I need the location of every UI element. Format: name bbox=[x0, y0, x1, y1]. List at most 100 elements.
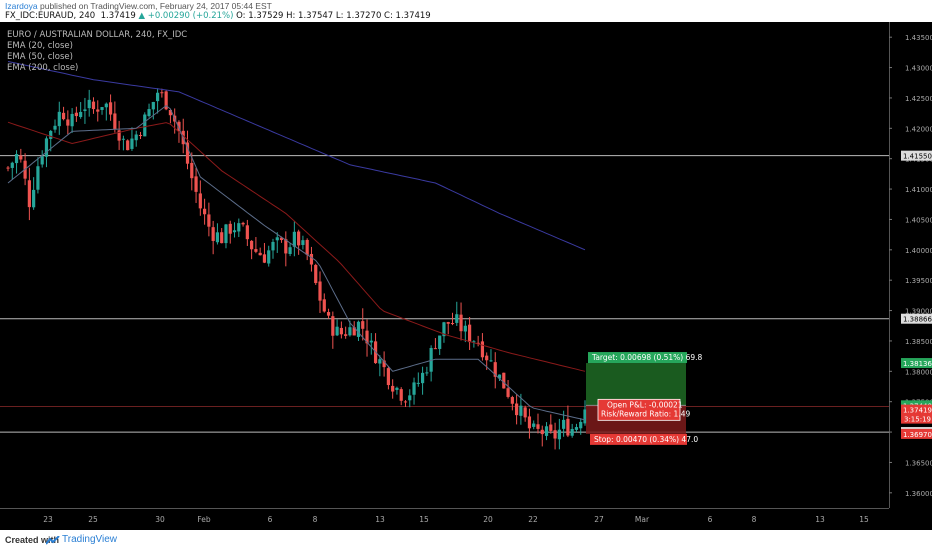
time-tick-label: 27 bbox=[594, 515, 604, 524]
time-tick-label: 15 bbox=[419, 515, 429, 524]
candle-body bbox=[108, 102, 113, 115]
candle-body bbox=[335, 326, 339, 336]
price-tick-label: 1.38000 bbox=[905, 368, 932, 376]
candle-body bbox=[151, 101, 155, 110]
candle-body bbox=[352, 327, 356, 336]
candle-body bbox=[138, 135, 143, 137]
candle-body bbox=[79, 111, 83, 118]
candle-body bbox=[356, 321, 361, 337]
candle-body bbox=[147, 109, 151, 117]
candle-body bbox=[292, 231, 296, 247]
axis-price-label: 1.37419 bbox=[903, 407, 932, 415]
price-tick-label: 1.40500 bbox=[905, 216, 932, 224]
candle-body bbox=[344, 334, 348, 336]
candle-body bbox=[211, 227, 215, 241]
price-tick-label: 1.43500 bbox=[905, 34, 932, 42]
pnl-label: Open P&L: -0.00021 bbox=[607, 400, 683, 409]
time-tick-label: 6 bbox=[708, 515, 713, 524]
time-tick-label: 30 bbox=[155, 515, 165, 524]
candle-body bbox=[425, 372, 429, 374]
candle-body bbox=[83, 109, 87, 111]
author-link[interactable]: Izardoya bbox=[5, 1, 38, 11]
legend-ema50[interactable]: EMA (50, close) bbox=[7, 52, 73, 62]
candle-body bbox=[32, 189, 36, 208]
candle-body bbox=[314, 264, 318, 284]
candle-body bbox=[532, 423, 536, 427]
candle-body bbox=[386, 368, 390, 386]
candle-body bbox=[262, 254, 267, 263]
candle-body bbox=[207, 214, 211, 227]
candle-body bbox=[100, 107, 104, 110]
candle-body bbox=[463, 325, 467, 332]
countdown-tag bbox=[901, 413, 932, 424]
candle-body bbox=[489, 360, 493, 362]
candle-body bbox=[497, 374, 502, 379]
candle-body bbox=[365, 330, 369, 344]
candle-body bbox=[429, 347, 433, 372]
ema20-line bbox=[7, 104, 586, 421]
candle-body bbox=[61, 112, 66, 120]
symbol-info: FX_IDC:EURAUD, 240 1.37419 ▲ +0.00290 (+… bbox=[5, 11, 431, 21]
time-tick-label: 15 bbox=[859, 515, 869, 524]
candle-body bbox=[403, 401, 408, 403]
candle-body bbox=[318, 281, 322, 301]
candle-body bbox=[549, 424, 553, 431]
candle-body bbox=[382, 360, 386, 368]
candle-body bbox=[378, 359, 382, 364]
price-tick-label: 1.43000 bbox=[905, 65, 932, 73]
candle-body bbox=[544, 426, 549, 436]
candle-body bbox=[566, 418, 570, 436]
candle-body bbox=[177, 121, 181, 131]
candle-body bbox=[472, 341, 476, 343]
candle-body bbox=[408, 395, 412, 401]
price-chart[interactable]: 1.360001.365001.370001.375001.380001.385… bbox=[0, 22, 932, 530]
candle-body bbox=[459, 314, 463, 332]
target-label: Target: 0.00698 (0.51%) 69.8 bbox=[591, 353, 703, 362]
target-zone bbox=[586, 363, 686, 406]
price-tick-label: 1.39000 bbox=[905, 308, 932, 316]
time-tick-label: 6 bbox=[268, 515, 273, 524]
last-price: 1.37419 bbox=[100, 11, 136, 21]
candle-body bbox=[540, 429, 544, 435]
candle-body bbox=[224, 224, 228, 244]
price-tick-label: 1.36500 bbox=[905, 459, 932, 467]
candle-body bbox=[305, 239, 309, 255]
candles-group bbox=[6, 88, 587, 450]
publish-info: Izardoya published on TradingView.com, F… bbox=[5, 1, 272, 11]
candle-body bbox=[574, 427, 579, 430]
candle-body bbox=[190, 162, 194, 179]
candle-body bbox=[271, 241, 275, 251]
candle-body bbox=[455, 314, 459, 323]
time-tick-label: 25 bbox=[88, 515, 98, 524]
price-tick-label: 1.39500 bbox=[905, 277, 932, 285]
created-with-text: Created with bbox=[5, 535, 60, 545]
time-tick-label: Mar bbox=[635, 515, 650, 524]
candle-body bbox=[168, 110, 173, 116]
candle-body bbox=[570, 428, 574, 436]
candle-body bbox=[562, 419, 566, 429]
pnl-label-box bbox=[597, 398, 681, 421]
tradingview-brand[interactable]: TradingView bbox=[62, 534, 118, 545]
candle-body bbox=[557, 429, 561, 440]
candle-body bbox=[164, 91, 168, 110]
candle-body bbox=[91, 101, 96, 110]
candle-body bbox=[36, 166, 40, 190]
legend-ema200[interactable]: EMA (200, close) bbox=[7, 63, 79, 73]
axis-price-label: 1.36970 bbox=[903, 431, 932, 439]
price-change: ▲ +0.00290 (+0.21%) bbox=[138, 11, 234, 21]
countdown-label: 3:15:19 bbox=[904, 416, 931, 424]
candle-body bbox=[203, 208, 207, 215]
candle-body bbox=[258, 252, 262, 256]
candle-body bbox=[87, 99, 91, 109]
candle-body bbox=[309, 253, 314, 265]
target-label-box bbox=[588, 352, 687, 364]
risk-reward-label: Risk/Reward Ratio: 1.49 bbox=[601, 409, 690, 418]
candle-body bbox=[232, 230, 237, 233]
level-price-label: 1.38866 bbox=[903, 316, 932, 324]
candle-body bbox=[502, 372, 506, 389]
candle-body bbox=[237, 223, 241, 232]
time-tick-label: 20 bbox=[483, 515, 493, 524]
legend-ema20[interactable]: EMA (20, close) bbox=[7, 41, 73, 51]
chart-header: Izardoya published on TradingView.com, F… bbox=[0, 0, 932, 22]
price-tick-label: 1.42500 bbox=[905, 95, 932, 103]
